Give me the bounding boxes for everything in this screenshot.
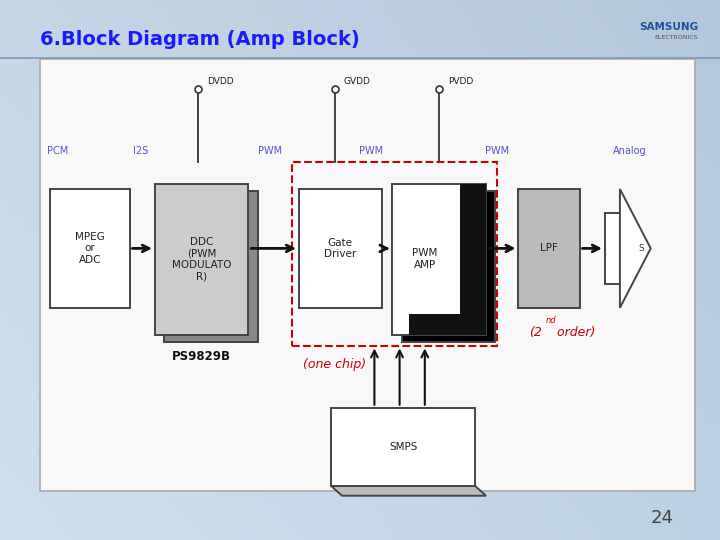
Text: MPEG
or
ADC: MPEG or ADC — [75, 232, 105, 265]
Text: GVDD: GVDD — [343, 77, 370, 86]
Text: I2S: I2S — [132, 146, 148, 156]
Text: PS9829B: PS9829B — [172, 350, 231, 363]
Text: PWM
AMP: PWM AMP — [413, 248, 438, 270]
Text: 6.Block Diagram (Amp Block): 6.Block Diagram (Amp Block) — [40, 30, 359, 49]
Text: LPF: LPF — [540, 244, 558, 253]
Text: DVDD: DVDD — [207, 77, 233, 86]
Text: order): order) — [553, 326, 595, 339]
Bar — [299, 189, 382, 308]
Polygon shape — [331, 486, 486, 496]
Bar — [50, 189, 130, 308]
Text: PCM: PCM — [47, 146, 68, 156]
Text: ELECTRONICS: ELECTRONICS — [654, 35, 698, 40]
Text: Analog: Analog — [613, 146, 647, 156]
Text: (one chip): (one chip) — [303, 358, 366, 371]
Bar — [292, 162, 497, 346]
Bar — [40, 59, 695, 491]
Text: PWM: PWM — [258, 146, 282, 156]
Bar — [392, 184, 486, 335]
Text: 24: 24 — [651, 509, 674, 528]
Text: PWM: PWM — [359, 146, 383, 156]
Text: (2: (2 — [529, 326, 542, 339]
Bar — [402, 191, 495, 342]
Text: Gate
Driver: Gate Driver — [324, 238, 356, 259]
Text: nd: nd — [546, 316, 557, 325]
Bar — [155, 184, 248, 335]
Text: SAMSUNG: SAMSUNG — [639, 22, 698, 32]
Text: PVDD: PVDD — [448, 77, 473, 86]
Text: PWM: PWM — [485, 146, 509, 156]
Polygon shape — [620, 189, 651, 308]
Text: DDC
(PWM
MODULATO
R): DDC (PWM MODULATO R) — [172, 237, 231, 281]
Bar — [605, 213, 620, 284]
Bar — [164, 191, 258, 342]
Text: S: S — [639, 244, 644, 253]
Bar — [331, 408, 475, 486]
Bar — [460, 184, 486, 335]
Text: SMPS: SMPS — [389, 442, 418, 452]
Bar — [409, 314, 460, 335]
Bar — [518, 189, 580, 308]
